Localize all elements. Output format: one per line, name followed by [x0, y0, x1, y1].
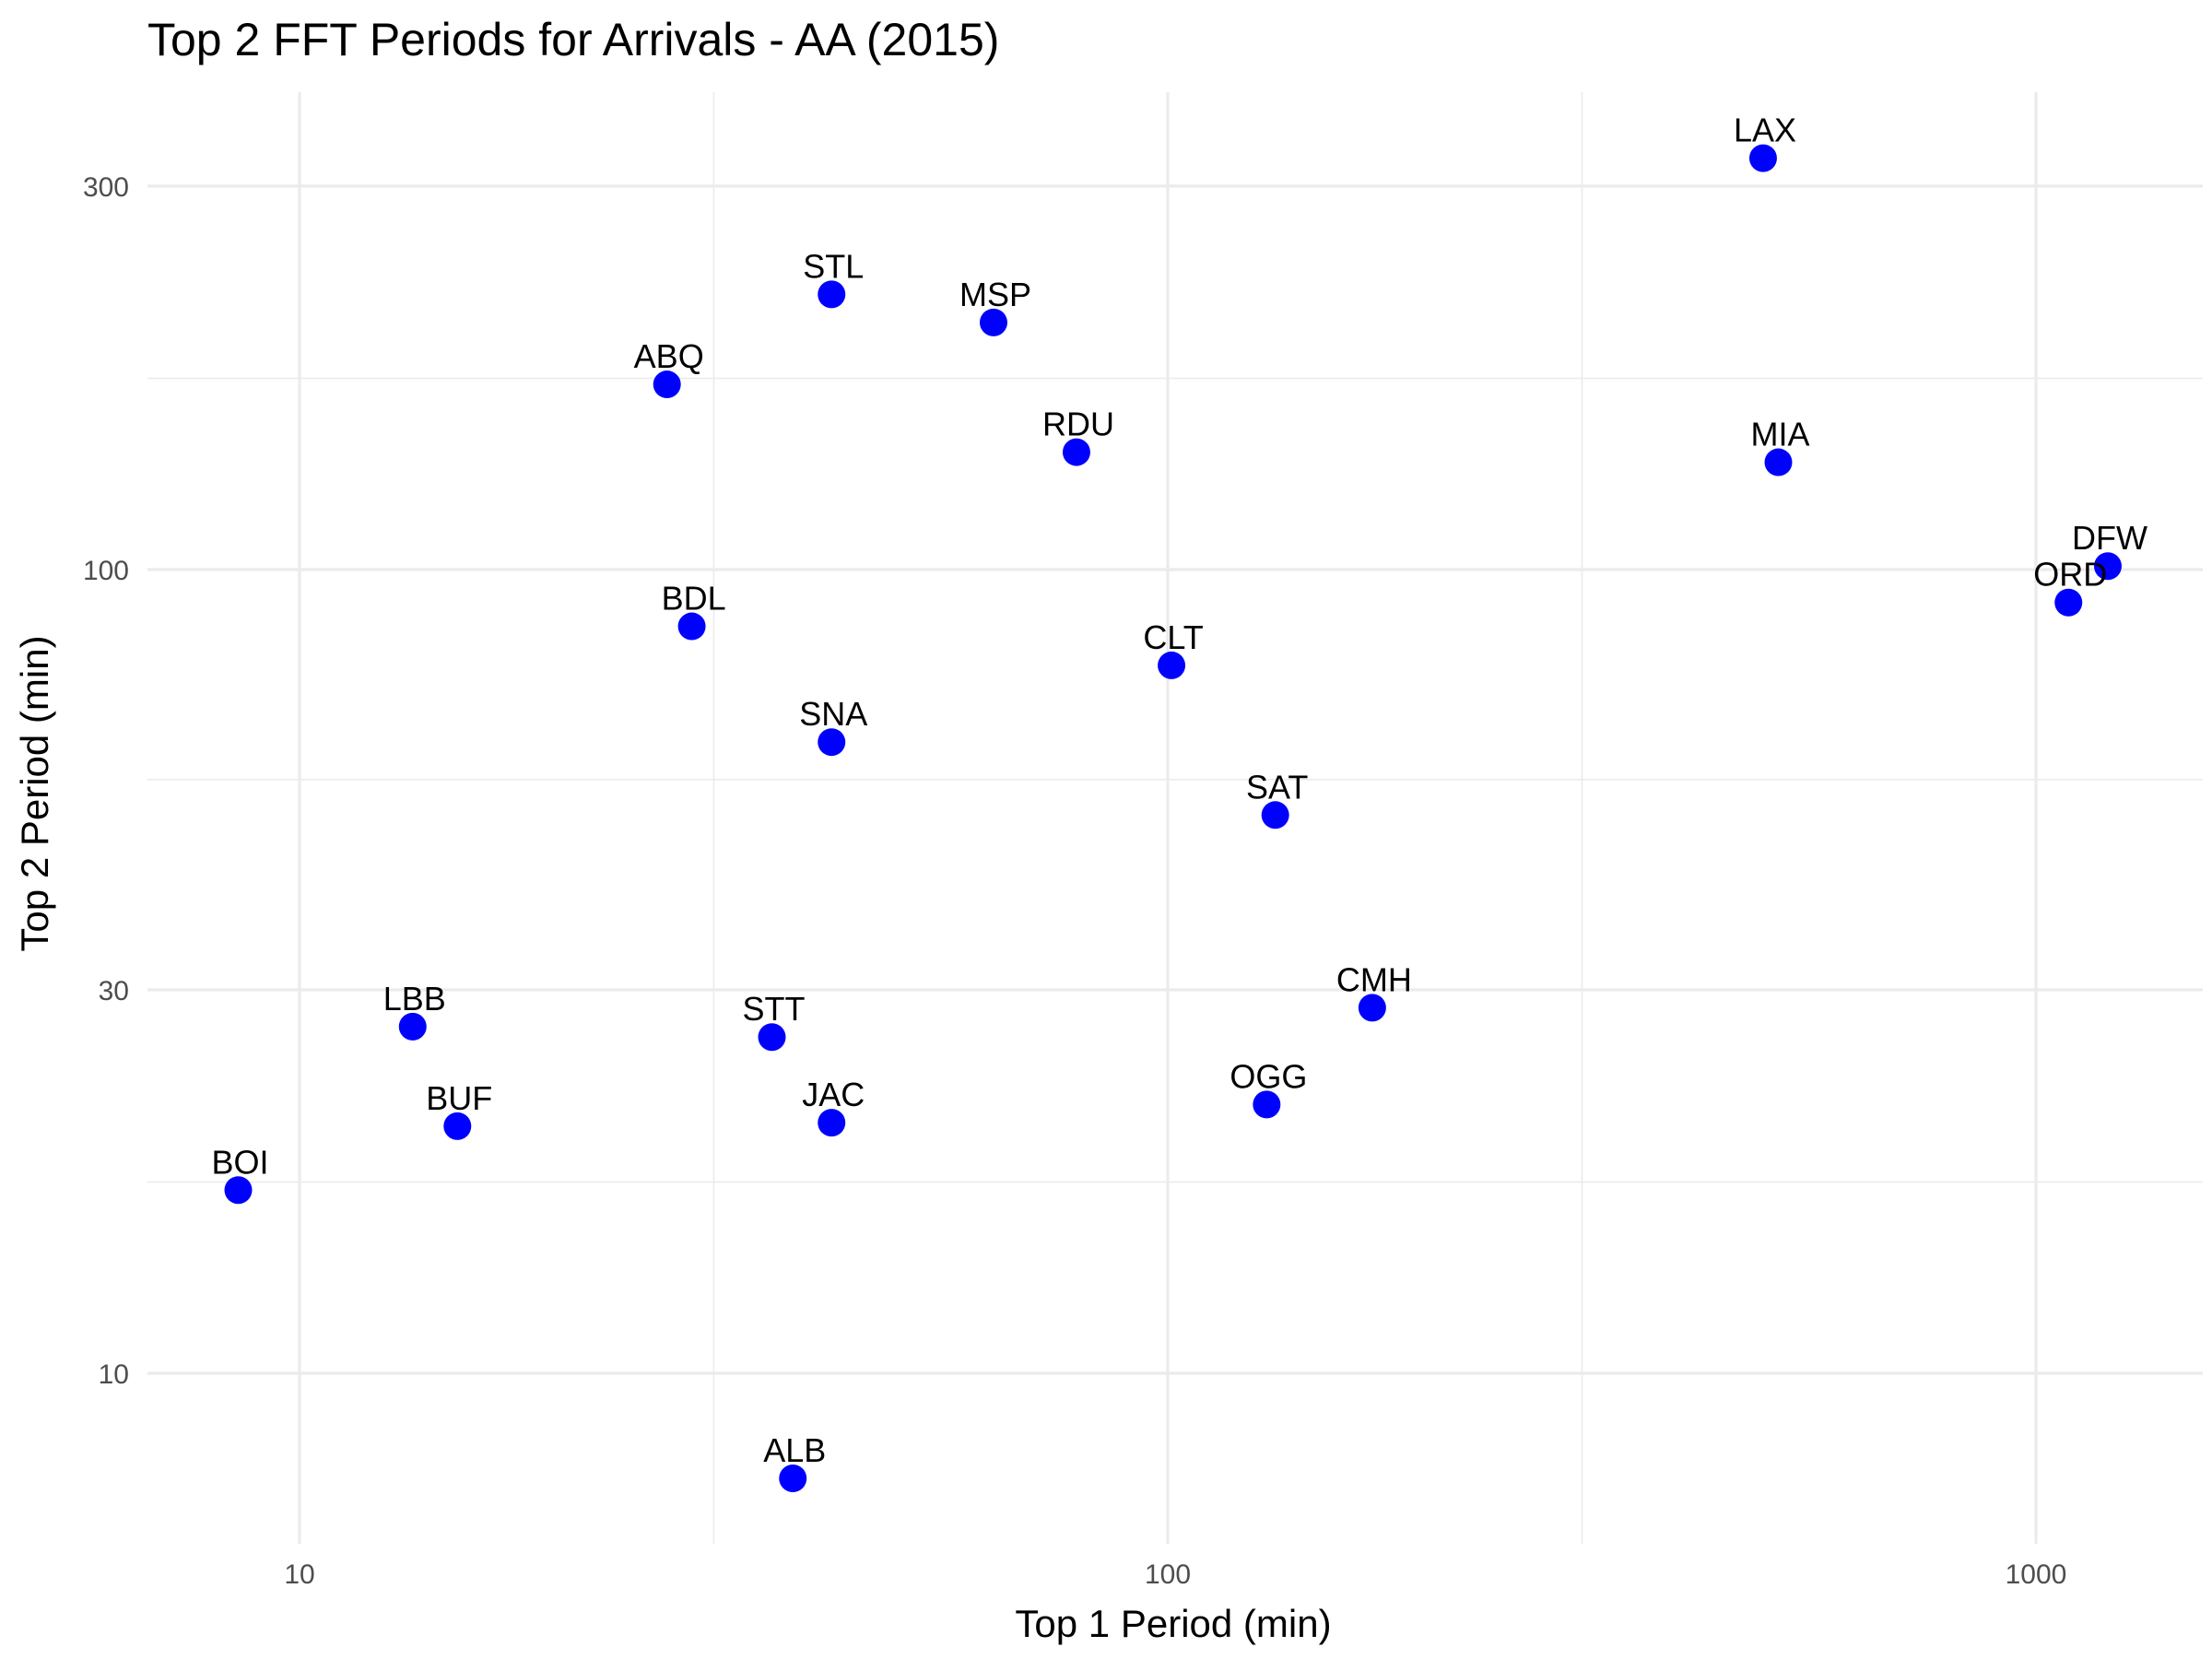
- data-point-boi: [224, 1176, 253, 1205]
- data-point-lbb: [398, 1012, 427, 1041]
- data-point-jac: [818, 1109, 846, 1137]
- data-point-sna: [818, 728, 846, 757]
- data-point-msp: [979, 308, 1007, 336]
- data-label-cmh: CMH: [1336, 960, 1412, 998]
- data-point-clt: [1158, 651, 1186, 679]
- data-label-alb: ALB: [763, 1431, 826, 1469]
- data-label-sat: SAT: [1246, 768, 1308, 806]
- data-point-lax: [1748, 144, 1777, 172]
- data-point-dfw: [2093, 552, 2122, 581]
- data-label-ogg: OGG: [1230, 1057, 1307, 1095]
- data-point-alb: [779, 1465, 807, 1493]
- data-point-abq: [653, 371, 681, 399]
- data-label-mia: MIA: [1750, 416, 1809, 453]
- data-point-rdu: [1062, 438, 1090, 466]
- data-point-bdl: [677, 612, 706, 641]
- data-label-bdl: BDL: [662, 580, 726, 618]
- x-tick-label: 10: [284, 1559, 314, 1590]
- y-tick-label: 100: [83, 556, 129, 586]
- chart-title: Top 2 FFT Periods for Arrivals - AA (201…: [147, 14, 999, 65]
- data-label-msp: MSP: [959, 276, 1031, 313]
- data-label-dfw: DFW: [2072, 519, 2147, 557]
- data-label-ord: ORD: [2033, 556, 2107, 594]
- data-label-lbb: LBB: [383, 980, 446, 1018]
- data-label-jac: JAC: [802, 1076, 865, 1113]
- y-axis-title: Top 2 Period (min): [13, 635, 56, 951]
- data-label-abq: ABQ: [634, 337, 704, 375]
- data-point-mia: [1764, 448, 1793, 477]
- data-point-sat: [1261, 801, 1289, 830]
- data-points: [224, 144, 2122, 1493]
- plot-gridlines: [147, 92, 2203, 1544]
- data-label-buf: BUF: [426, 1079, 492, 1117]
- data-point-ord: [2054, 588, 2083, 617]
- data-point-ogg: [1253, 1090, 1281, 1119]
- y-tick-label: 10: [99, 1359, 129, 1390]
- data-label-lax: LAX: [1734, 112, 1796, 149]
- data-label-clt: CLT: [1143, 618, 1203, 656]
- y-tick-label: 300: [83, 172, 129, 203]
- data-label-sna: SNA: [799, 695, 867, 733]
- x-tick-label: 1000: [2006, 1559, 2067, 1590]
- x-tick-label: 100: [1145, 1559, 1191, 1590]
- data-label-stl: STL: [803, 247, 864, 285]
- data-point-cmh: [1358, 994, 1386, 1022]
- data-label-rdu: RDU: [1042, 406, 1114, 443]
- data-point-stt: [758, 1023, 786, 1052]
- data-point-buf: [443, 1112, 472, 1140]
- x-axis-title: Top 1 Period (min): [1015, 1602, 1331, 1645]
- data-label-boi: BOI: [212, 1143, 269, 1181]
- axis-tick-labels: 10 100 1000 10 30 100 300: [83, 172, 2066, 1590]
- y-tick-label: 30: [99, 976, 129, 1006]
- data-label-stt: STT: [743, 990, 806, 1028]
- data-point-stl: [818, 280, 846, 309]
